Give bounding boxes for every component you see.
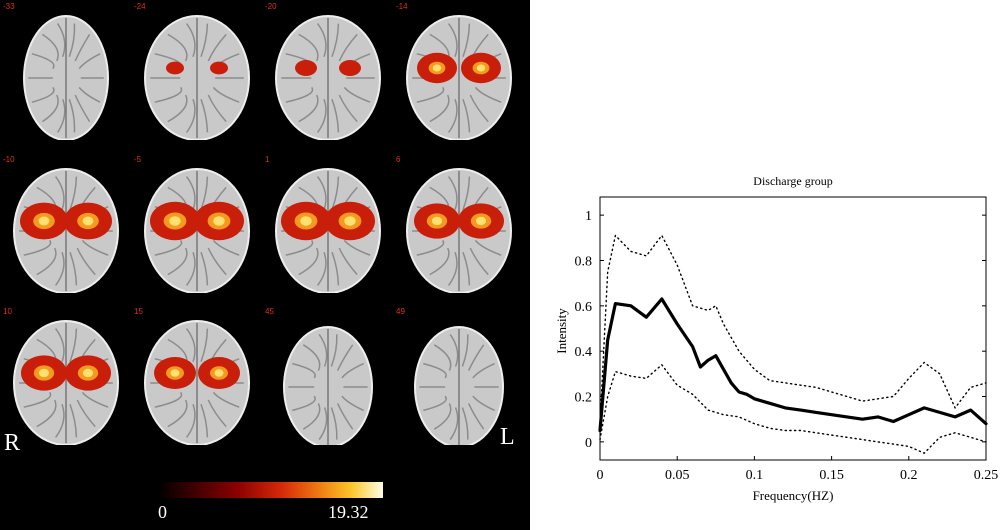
x-tick-label: 0.05 bbox=[665, 468, 690, 483]
upper-bound-dotted-line bbox=[599, 234, 987, 425]
slice-z-label: -5 bbox=[134, 155, 142, 164]
x-tick-label: 0.15 bbox=[819, 468, 844, 483]
x-tick-label: 0.1 bbox=[746, 468, 764, 483]
brain-slice-image bbox=[13, 168, 119, 294]
brain-slice: -20 bbox=[264, 0, 392, 141]
brain-slice: 1 bbox=[264, 153, 392, 294]
brain-slice: -33 bbox=[2, 0, 130, 141]
brain-slice: 15 bbox=[133, 305, 261, 446]
brain-slice: 45 bbox=[264, 305, 392, 448]
brain-slice-panel: -33 -24 -20 -14 -10 -5 1 6 10 15 45 49 R L 0 19.32 bbox=[0, 0, 530, 530]
brain-slice: -5 bbox=[133, 153, 261, 294]
y-tick-label: 0.8 bbox=[575, 254, 593, 269]
brain-slice-image bbox=[283, 326, 373, 448]
brain-slice-image bbox=[13, 320, 119, 446]
brain-slice-image bbox=[414, 326, 504, 448]
y-tick-label: 0.2 bbox=[575, 391, 593, 406]
slice-z-label: 49 bbox=[396, 307, 405, 316]
plot-frame bbox=[599, 196, 987, 461]
slice-z-label: 1 bbox=[265, 155, 270, 164]
brain-slice: 6 bbox=[395, 153, 523, 294]
orientation-right-label: R bbox=[4, 430, 21, 456]
y-tick-label: 0 bbox=[585, 436, 592, 451]
x-tick-label: 0.2 bbox=[900, 468, 918, 483]
y-tick-label: 0.4 bbox=[575, 345, 593, 360]
brain-slice-image bbox=[23, 15, 109, 141]
y-tick-label: 0.6 bbox=[575, 300, 593, 315]
chart-title: Discharge group bbox=[753, 174, 833, 188]
brain-slice-image bbox=[406, 15, 512, 141]
slice-z-label: 10 bbox=[3, 307, 12, 316]
colorbar-max-label: 19.32 bbox=[328, 502, 369, 522]
x-tick-label: 0.25 bbox=[974, 468, 999, 483]
slice-z-label: 45 bbox=[265, 307, 274, 316]
brain-slice: -14 bbox=[395, 0, 523, 141]
brain-slice: -24 bbox=[133, 0, 261, 141]
brain-slice-image bbox=[144, 168, 250, 294]
brain-slice-image bbox=[144, 320, 250, 446]
y-tick-label: 1 bbox=[585, 209, 592, 224]
slice-z-label: -10 bbox=[3, 155, 15, 164]
orientation-left-label: L bbox=[500, 424, 515, 450]
colorbar-min-label: 0 bbox=[158, 502, 167, 522]
lower-bound-dotted-line bbox=[599, 364, 987, 454]
brain-slice-image bbox=[275, 168, 381, 294]
slice-z-label: -20 bbox=[265, 2, 277, 11]
brain-slice-image bbox=[406, 168, 512, 294]
slice-z-label: 6 bbox=[396, 155, 401, 164]
slice-z-label: 15 bbox=[134, 307, 143, 316]
y-axis-label: Intensity bbox=[554, 308, 569, 354]
brain-slice: 49 bbox=[395, 305, 523, 448]
colorbar bbox=[158, 482, 383, 498]
x-axis-label: Frequency(HZ) bbox=[753, 488, 834, 503]
slice-z-label: -33 bbox=[3, 2, 15, 11]
brain-slice: 10 bbox=[2, 305, 130, 446]
slice-z-label: -24 bbox=[134, 2, 146, 11]
mean-intensity-line bbox=[598, 297, 988, 433]
slice-z-label: -14 bbox=[396, 2, 408, 11]
brain-slice-image bbox=[275, 15, 381, 141]
brain-slice: -10 bbox=[2, 153, 130, 294]
x-tick-label: 0 bbox=[597, 468, 604, 483]
